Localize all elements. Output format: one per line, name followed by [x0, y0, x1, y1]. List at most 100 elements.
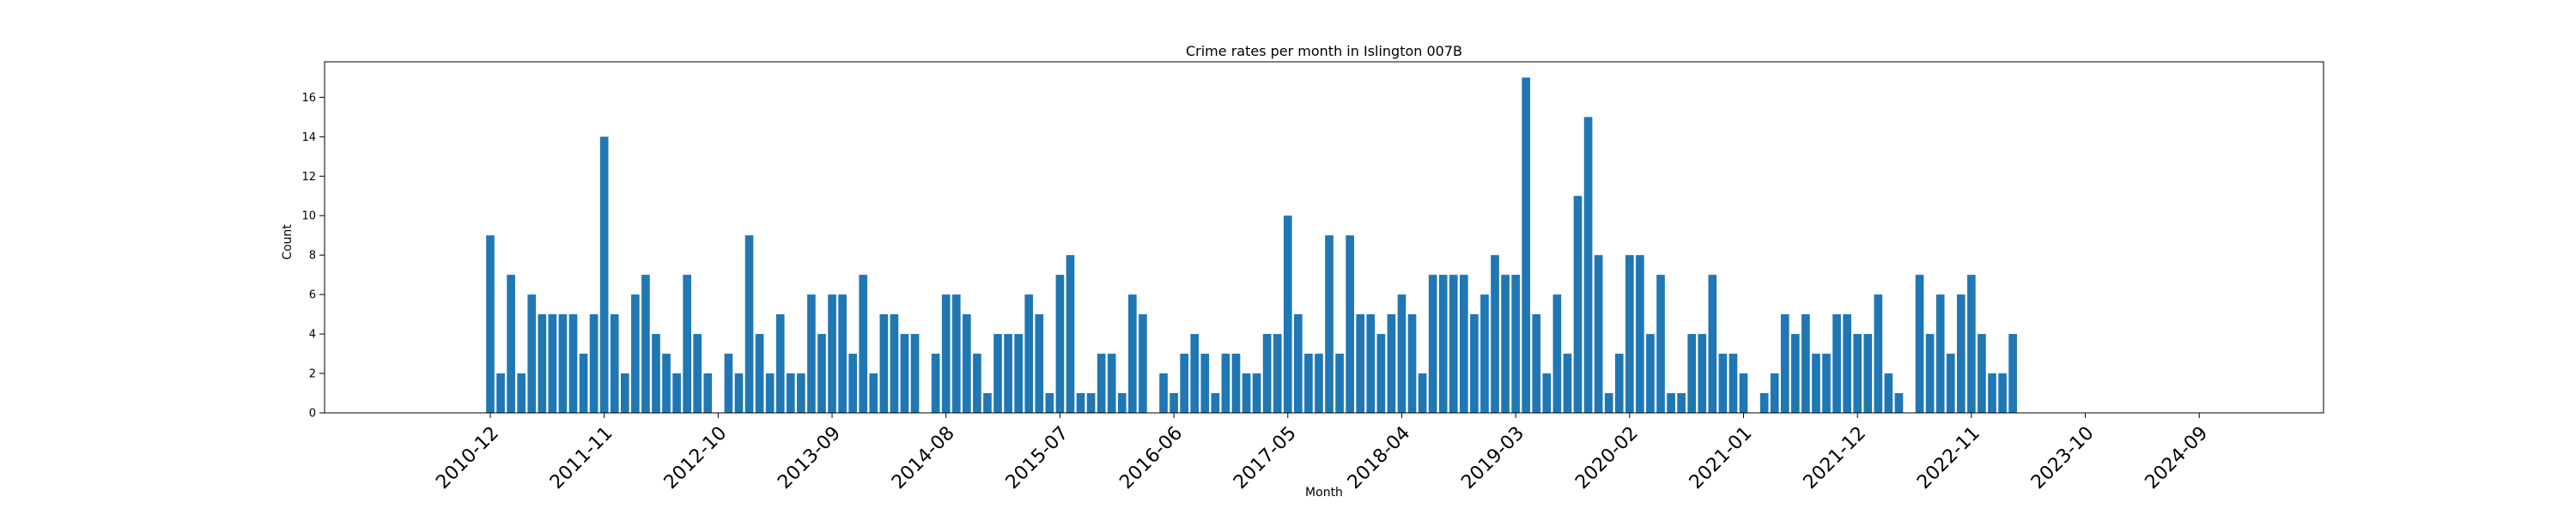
bar — [1625, 255, 1634, 413]
bar — [786, 373, 795, 413]
bar — [1770, 373, 1779, 413]
bar — [1252, 373, 1261, 413]
bar — [507, 275, 515, 413]
bar — [1728, 354, 1738, 413]
bar — [993, 334, 1002, 413]
x-tick-label: 2022-11 — [1913, 422, 1984, 494]
bar — [1004, 334, 1012, 413]
bar — [1335, 354, 1344, 413]
bar — [1967, 275, 1976, 413]
bar — [558, 314, 568, 413]
bar — [869, 373, 878, 413]
bar — [724, 354, 733, 413]
bar — [900, 334, 909, 413]
bar — [1874, 294, 1883, 413]
bar — [1076, 393, 1085, 413]
bar — [568, 314, 578, 413]
bar — [1283, 215, 1292, 413]
bar — [1935, 294, 1945, 413]
bar — [1397, 294, 1406, 413]
bar — [1667, 393, 1675, 413]
bar — [755, 334, 764, 413]
y-tick-label: 8 — [309, 250, 316, 263]
y-tick-label: 4 — [309, 329, 316, 342]
bar — [1035, 314, 1044, 413]
bar — [931, 354, 940, 413]
bar — [610, 314, 619, 413]
x-tick-label: 2016-06 — [1115, 422, 1187, 494]
bar — [838, 294, 847, 413]
x-axis-label: Month — [1305, 486, 1343, 500]
bar — [1957, 294, 1965, 413]
plot-area: 0 2 4 6 8 10 12 14 16 2010-12 2011-11 2012-10 2013-0… — [301, 61, 2324, 494]
bar — [1273, 334, 1282, 413]
bar — [1853, 334, 1862, 413]
bar — [641, 275, 650, 413]
x-tick-label: 2023-10 — [2027, 422, 2099, 494]
bar — [703, 373, 713, 413]
plot-frame — [324, 61, 2324, 414]
bar — [973, 354, 981, 413]
bar — [693, 334, 702, 413]
bar — [1998, 373, 2007, 413]
bar — [672, 373, 681, 413]
bar — [486, 235, 495, 413]
bar — [1304, 354, 1313, 413]
bar — [1221, 354, 1230, 413]
bar — [1097, 354, 1106, 413]
bar — [1438, 275, 1448, 413]
bar — [1656, 275, 1665, 413]
x-tick-label: 2018-04 — [1344, 422, 1415, 494]
bar — [1604, 393, 1613, 413]
x-tick-label: 2015-07 — [1002, 422, 1073, 494]
bar — [1759, 393, 1769, 413]
bar — [1884, 373, 1893, 413]
bar — [1915, 275, 1924, 413]
bar — [1894, 393, 1904, 413]
x-tick-label: 2012-10 — [660, 422, 732, 494]
bar — [1231, 354, 1241, 413]
bar — [1449, 275, 1458, 413]
bar — [1594, 255, 1603, 413]
bar — [538, 314, 547, 413]
bar — [1055, 275, 1065, 413]
bar — [527, 294, 537, 413]
bar — [1646, 334, 1655, 413]
bar — [2008, 334, 2017, 413]
x-tick-label: 2020-02 — [1571, 422, 1643, 494]
bar — [1988, 373, 1996, 413]
bar — [620, 373, 629, 413]
bar — [1024, 294, 1034, 413]
bar — [1387, 314, 1396, 413]
bar — [1128, 294, 1137, 413]
bar — [848, 354, 857, 413]
x-tick-label: 2021-12 — [1800, 422, 1871, 494]
bar — [1822, 354, 1831, 413]
y-tick-label: 10 — [301, 210, 316, 223]
bar — [548, 314, 557, 413]
bar — [1428, 275, 1437, 413]
bar — [1407, 314, 1417, 413]
bar — [1573, 196, 1583, 413]
bar — [589, 314, 598, 413]
bar — [1460, 275, 1468, 413]
chart-title: Crime rates per month in Islington 007B — [1186, 43, 1462, 59]
bar — [797, 373, 805, 413]
bar — [1843, 314, 1851, 413]
bar — [683, 275, 691, 413]
bar — [662, 354, 671, 413]
bar — [1014, 334, 1023, 413]
bar — [1325, 235, 1334, 413]
bar — [1532, 314, 1541, 413]
x-tick-label: 2021-01 — [1686, 422, 1757, 494]
bar — [1107, 354, 1116, 413]
bar — [734, 373, 744, 413]
bar — [951, 294, 961, 413]
bar — [1832, 314, 1841, 413]
bar — [1159, 373, 1168, 413]
bar — [1522, 77, 1531, 413]
bar — [1636, 255, 1644, 413]
bar — [579, 354, 588, 413]
bar — [1190, 334, 1200, 413]
bar — [1501, 275, 1510, 413]
